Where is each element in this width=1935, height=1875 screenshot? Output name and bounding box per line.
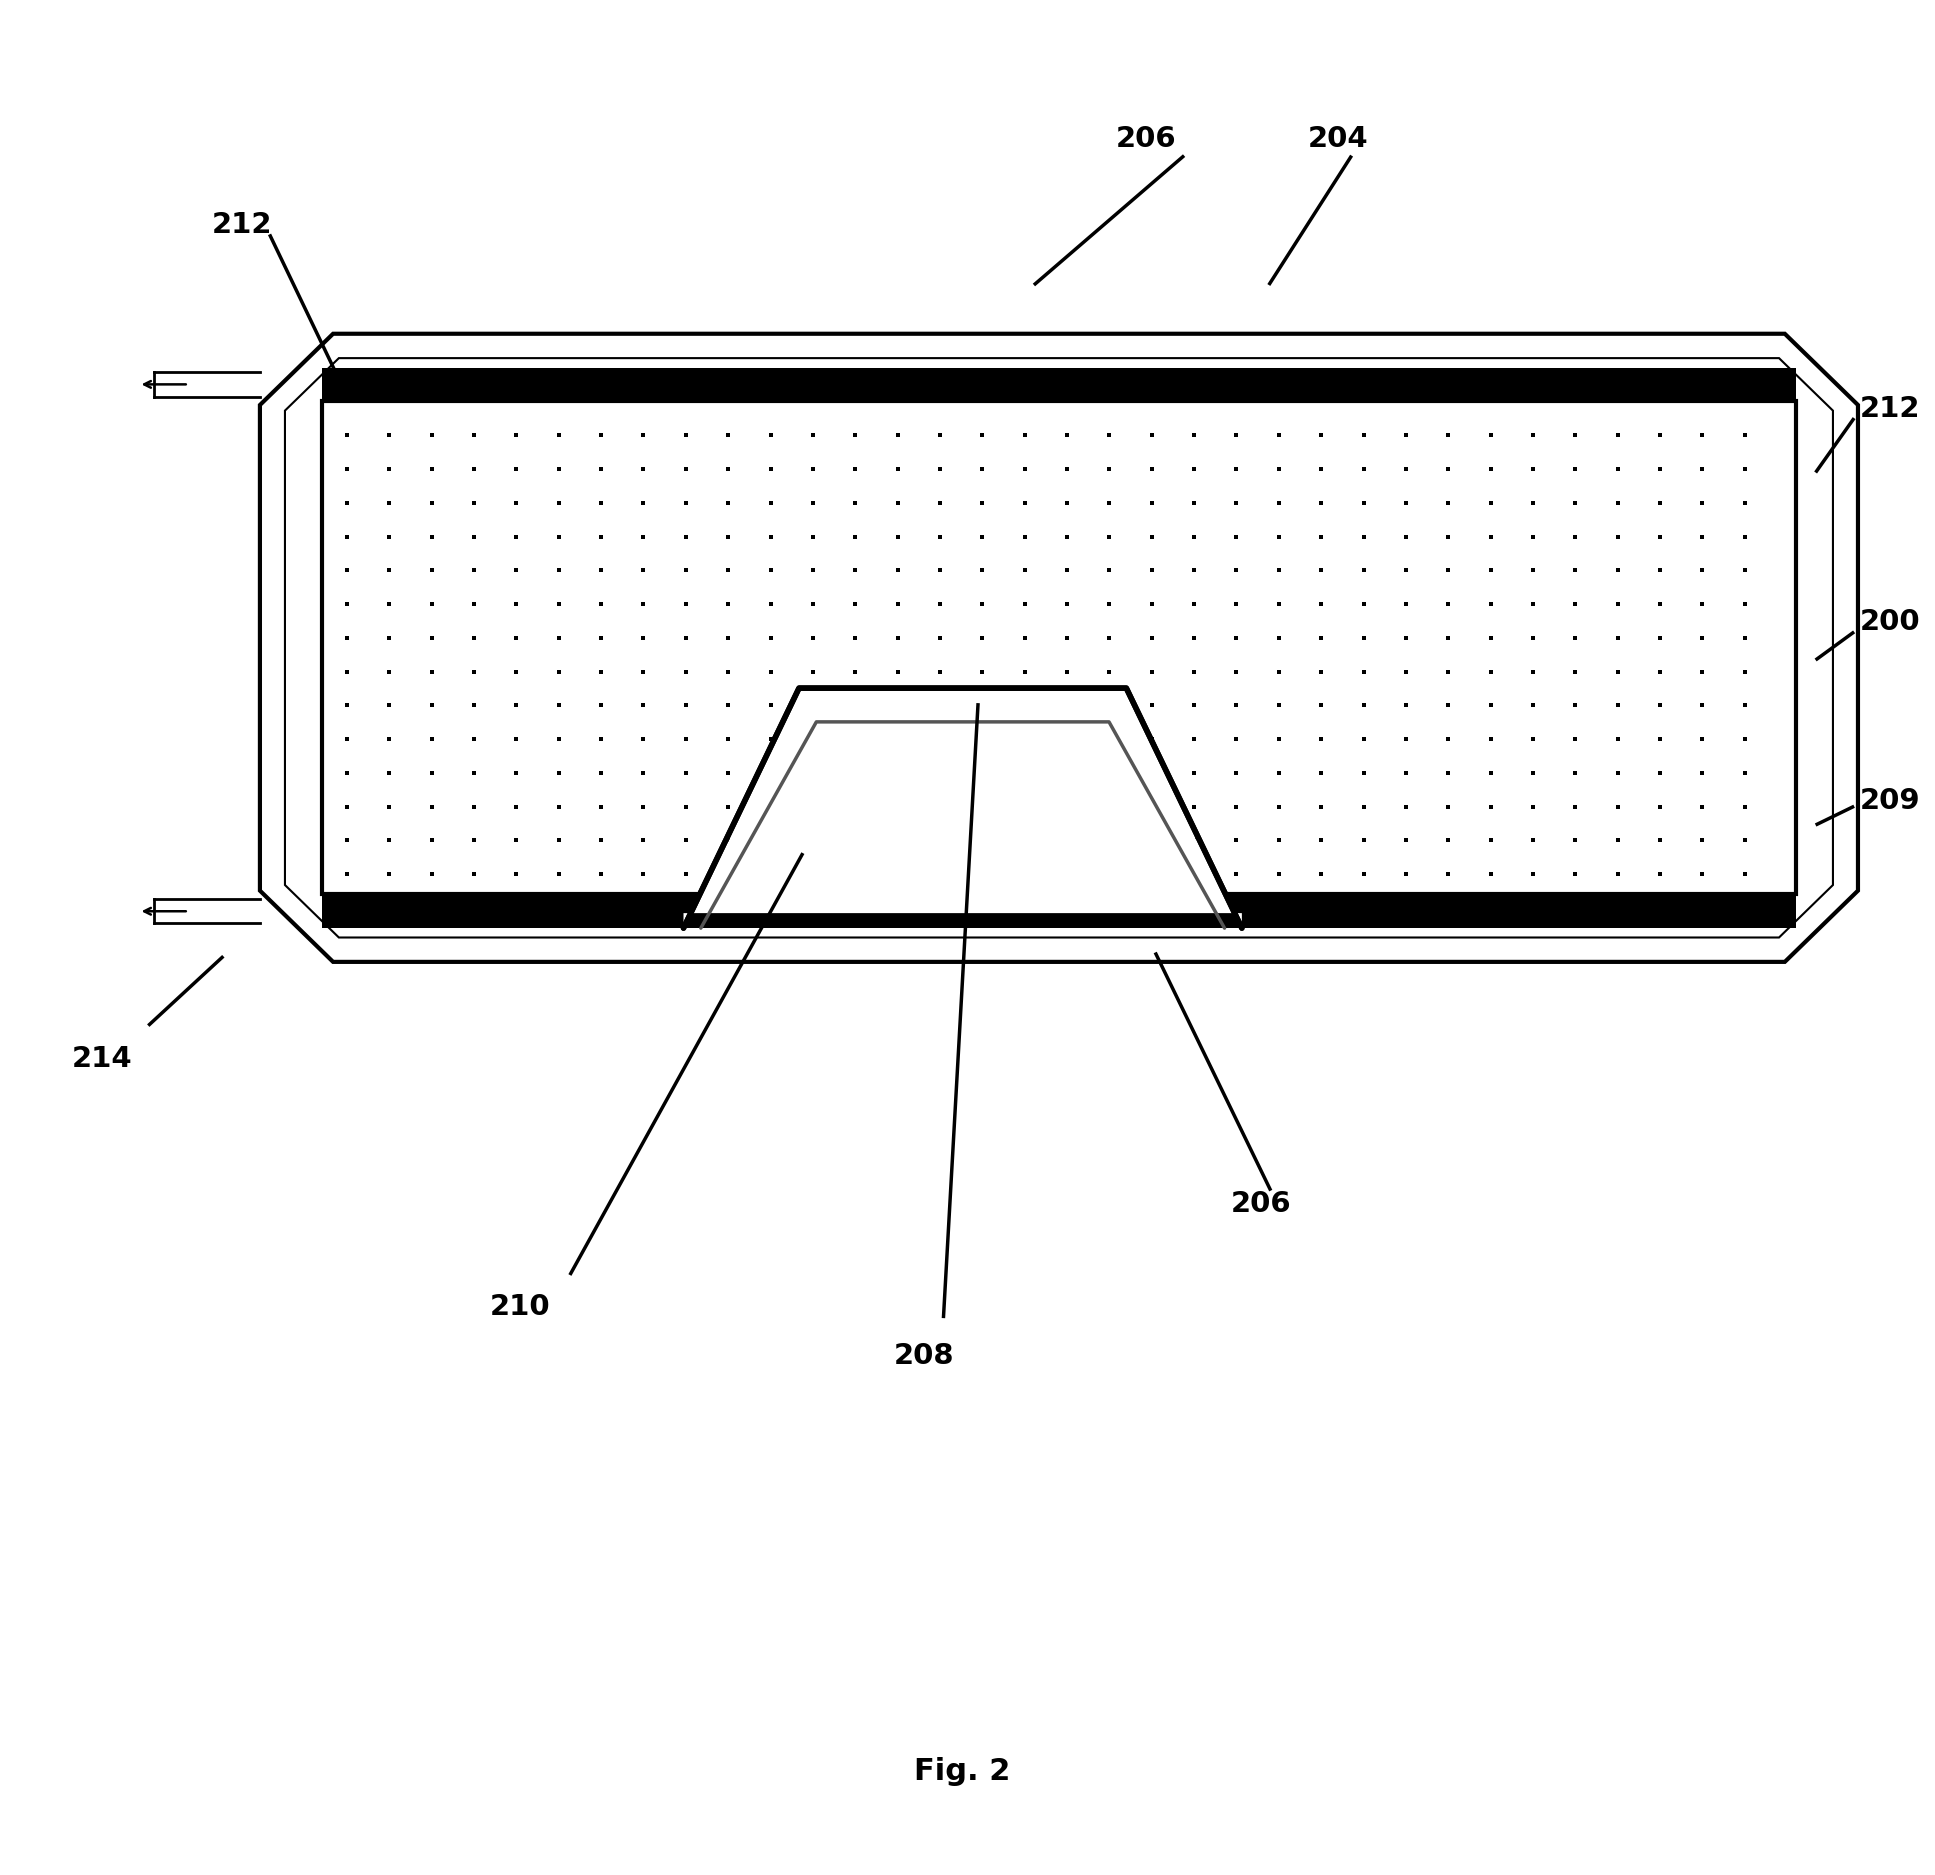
Bar (321, 401, 1796, 894)
Bar (321, 894, 1796, 928)
Text: 206: 206 (1231, 1191, 1291, 1217)
Bar (321, 368, 1796, 401)
Text: Fig. 2: Fig. 2 (915, 1757, 1010, 1787)
Text: 209: 209 (1860, 788, 1921, 814)
Polygon shape (683, 694, 1242, 928)
Text: 200: 200 (1860, 609, 1921, 636)
Text: 204: 204 (1308, 126, 1368, 152)
Bar (321, 401, 1796, 894)
Text: 206: 206 (1115, 126, 1176, 152)
Text: 210: 210 (490, 1294, 550, 1320)
Text: 214: 214 (72, 1046, 132, 1072)
Text: 212: 212 (1860, 396, 1920, 422)
Text: 208: 208 (894, 1342, 954, 1369)
Text: 212: 212 (211, 212, 273, 238)
